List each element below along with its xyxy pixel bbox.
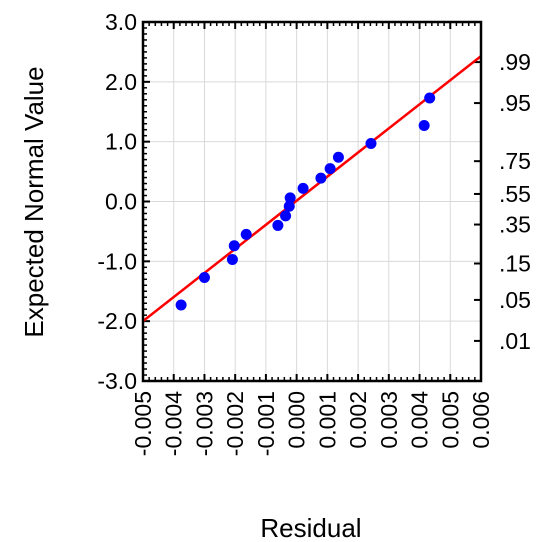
x-tick-label: -0.004 [161,391,187,456]
probability-tick-label: .05 [499,287,531,313]
data-point [297,182,309,194]
probability-tick-label: .55 [499,181,531,207]
data-point [175,299,187,311]
y-tick-labels: -3.0 -2.0 -1.0 0.0 1.0 2.0 3.0 [97,9,137,394]
x-tick-label: 0.001 [314,391,340,449]
data-point [240,228,252,240]
data-point [284,192,296,204]
y-tick-label: 3.0 [105,9,137,35]
data-points [175,92,436,311]
x-tick-label: 0.002 [345,391,371,449]
data-point [418,120,430,132]
x-tick-label: 0.004 [407,391,433,449]
y-axis-title: Expected Normal Value [19,66,49,337]
grid-lines [142,21,482,382]
data-point [324,163,336,175]
y-tick-label: 2.0 [105,69,137,95]
plot-frame [141,20,483,383]
probability-tick-label: .99 [499,49,531,75]
data-point [424,92,436,104]
x-tick-labels: -0.005 -0.004 -0.003 -0.002 -0.001 0.000 0.001… [130,391,494,456]
probability-tick-labels: .99 .95 .75 .55 .35 .15 .05 .01 [499,49,531,354]
probability-tick-label: .01 [499,328,531,354]
x-tick-label: 0.000 [284,391,310,449]
data-point [332,151,344,163]
probability-tick-label: .95 [499,90,531,116]
y-tick-label: 1.0 [105,129,137,155]
data-point [198,271,210,283]
data-point [228,240,240,252]
x-tick-label: 0.006 [468,391,494,449]
data-point [315,172,327,184]
data-point [280,210,292,222]
data-point [226,254,238,266]
x-tick-label: -0.005 [130,391,156,456]
y-tick-label: -1.0 [97,248,137,274]
data-point [272,219,284,231]
probability-tick-label: .75 [499,148,531,174]
x-tick-label: 0.005 [437,391,463,449]
x-tick-label: -0.003 [191,391,217,456]
y-tick-label: -3.0 [97,368,137,394]
y-tick-label: 0.0 [105,189,137,215]
probability-tick-label: .15 [499,250,531,276]
x-tick-label: -0.001 [253,391,279,456]
data-point [365,137,377,149]
data-point [283,200,295,212]
x-tick-label: -0.002 [222,391,248,456]
x-axis-title: Residual [260,513,361,542]
y-tick-label: -2.0 [97,308,137,334]
probability-tick-label: .35 [499,212,531,238]
x-tick-label: 0.003 [376,391,402,449]
